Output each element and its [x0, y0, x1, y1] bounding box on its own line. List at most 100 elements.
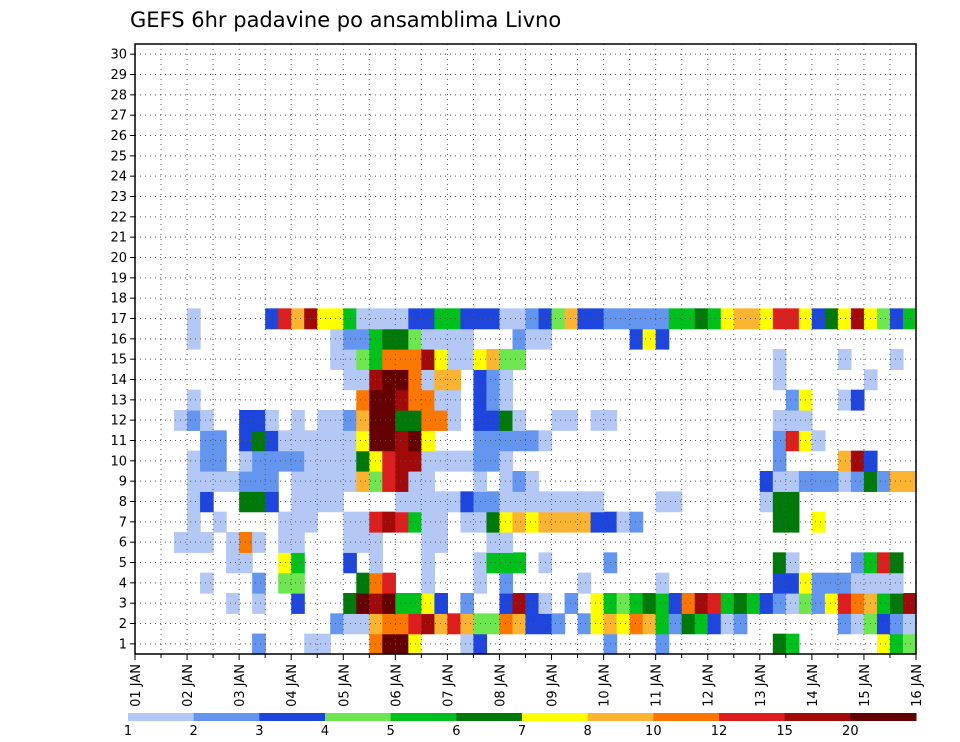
heatmap-cell — [382, 430, 396, 452]
heatmap-cell — [304, 430, 318, 452]
heatmap-cell — [837, 593, 852, 614]
heatmap-cell — [499, 511, 514, 533]
heatmap-cell — [499, 572, 514, 594]
heatmap-cell — [317, 491, 331, 513]
heatmap-cell — [382, 593, 396, 614]
heatmap-cell — [265, 410, 279, 431]
heatmap-cell — [460, 450, 475, 472]
heatmap-cell — [226, 532, 240, 553]
heatmap-cell — [876, 613, 891, 635]
heatmap-cell — [356, 389, 370, 411]
heatmap-cell — [330, 410, 344, 431]
heatmap-cell — [421, 349, 435, 370]
heatmap-cell — [395, 430, 409, 452]
heatmap-cell — [369, 511, 383, 533]
heatmap-cell — [525, 308, 540, 330]
heatmap-cell — [577, 572, 592, 594]
heatmap-cell — [434, 308, 448, 330]
heatmap-cell — [382, 328, 396, 350]
heatmap-cell — [551, 511, 566, 533]
heatmap-cell — [772, 593, 787, 614]
heatmap-cell — [278, 532, 292, 553]
y-axis-ticks: 1234567891011121314151617181920212223242… — [110, 48, 135, 652]
heatmap-cell — [369, 471, 383, 492]
heatmap-cell — [590, 613, 605, 635]
legend-label: 7 — [518, 724, 526, 739]
heatmap-cell — [772, 349, 787, 370]
x-tick-label: 15 JAN — [858, 664, 873, 707]
heatmap-cell — [421, 328, 435, 350]
heatmap-cell — [278, 511, 292, 533]
y-tick-label: 16 — [110, 332, 127, 347]
heatmap-cell — [772, 491, 787, 513]
heatmap-cell — [317, 450, 331, 472]
x-tick-label: 03 JAN — [233, 664, 248, 707]
y-tick-label: 20 — [110, 251, 127, 266]
heatmap-cell — [252, 593, 266, 614]
heatmap-cell — [200, 410, 214, 431]
x-tick-label: 10 JAN — [598, 664, 613, 707]
heatmap-cell — [811, 471, 826, 492]
heatmap-cell — [577, 613, 592, 635]
heatmap-cell — [356, 369, 370, 391]
heatmap-cell — [785, 471, 800, 492]
y-tick-label: 13 — [110, 393, 127, 408]
y-tick-label: 27 — [110, 109, 127, 124]
heatmap-cell — [551, 410, 566, 431]
heatmap-cell — [395, 511, 409, 533]
x-tick-label: 12 JAN — [702, 664, 717, 707]
heatmap-cell — [785, 511, 800, 533]
heatmap-cell — [499, 471, 514, 492]
heatmap-cell — [395, 349, 409, 370]
legend-swatch — [325, 713, 392, 721]
heatmap-cell — [265, 491, 279, 513]
heatmap-cell — [486, 532, 501, 553]
heatmap-cell — [460, 593, 475, 614]
heatmap-cell — [330, 328, 344, 350]
heatmap-cell — [642, 613, 657, 635]
legend-swatch — [522, 713, 589, 721]
heatmap-cell — [525, 328, 540, 350]
heatmap-cell — [421, 471, 435, 492]
heatmap-cell — [317, 471, 331, 492]
heatmap-cell — [499, 369, 514, 391]
heatmap-cell — [460, 633, 475, 655]
heatmap-cell — [395, 491, 409, 513]
heatmap-cell — [356, 471, 370, 492]
heatmap-cell — [837, 450, 852, 472]
heatmap-cell — [447, 389, 462, 411]
heatmap-cell — [707, 308, 722, 330]
heatmap-cell — [356, 572, 370, 594]
heatmap-cell — [629, 328, 644, 350]
heatmap-cell — [369, 552, 383, 574]
heatmap-cell — [499, 491, 514, 513]
y-tick-label: 1 — [119, 637, 127, 652]
heatmap-cell — [772, 511, 787, 533]
heatmap-cell — [811, 593, 826, 614]
heatmap-cell — [785, 389, 800, 411]
heatmap-cell — [252, 471, 266, 492]
heatmap-cell — [369, 572, 383, 594]
heatmap-cell — [811, 511, 826, 533]
heatmap-cell — [850, 471, 865, 492]
x-tick-label: 11 JAN — [650, 664, 665, 707]
heatmap-cell — [512, 328, 527, 350]
heatmap-cell — [304, 450, 318, 472]
heatmap-cell — [577, 511, 592, 533]
heatmap-cell — [486, 349, 501, 370]
heatmap-cell — [187, 450, 201, 472]
heatmap-cell — [772, 572, 787, 594]
x-tick-label: 01 JAN — [129, 664, 144, 707]
heatmap-cell — [577, 491, 592, 513]
legend-swatch — [128, 713, 195, 721]
heatmap-cell — [746, 593, 761, 614]
heatmap-cell — [226, 552, 240, 574]
heatmap-cell — [421, 613, 435, 635]
heatmap-cell — [252, 633, 266, 655]
heatmap-cell — [694, 613, 709, 635]
heatmap-cell — [434, 511, 448, 533]
heatmap-cell — [512, 613, 527, 635]
heatmap-cell — [317, 410, 331, 431]
heatmap-cell — [291, 552, 305, 574]
y-tick-label: 5 — [119, 556, 127, 571]
